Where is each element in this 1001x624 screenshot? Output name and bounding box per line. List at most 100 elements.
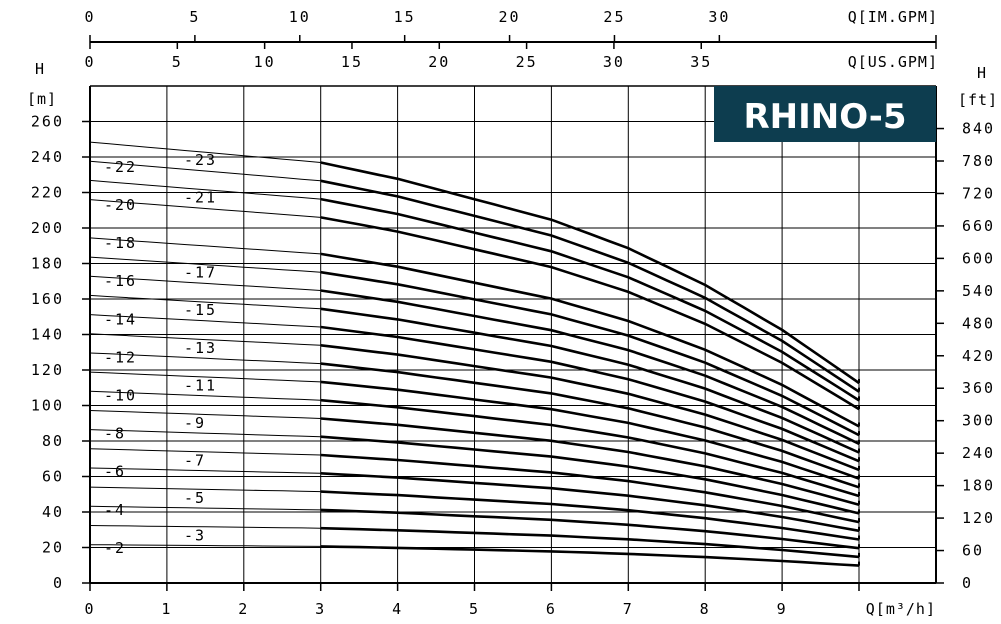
curve-stage-9 [320,417,860,506]
curve-label: -22 [104,158,137,176]
y-tick-label-left: 160 [31,290,64,308]
y-tick-label-left: 80 [42,432,64,450]
curve-label: -3 [184,527,206,545]
im-gpm-tick-label: 10 [289,8,311,26]
y-axis-label-left: H [35,60,45,78]
curve-stage-13 [320,344,860,472]
im-gpm-tick-label: 0 [84,8,95,26]
y-tick-label-left: 240 [31,148,64,166]
axes: 0 1 2 3 4 5 6 7 8 9 Q[m³/h]02040608010012014016018… [27,8,998,618]
curve-label: -6 [104,463,126,481]
curve-thin-stage-18 [89,237,321,255]
y-axis-label-right: H [977,64,987,82]
y-tick-label-left: 260 [31,113,64,131]
us-gpm-tick-label: 20 [428,53,450,71]
curve-stage-6 [320,472,860,533]
curve-label: -16 [104,272,137,290]
y-tick-label-left: 20 [42,539,64,557]
curve-thin-stage-23 [89,141,321,163]
curve-label: -23 [184,151,217,169]
curve-thin-stage-21 [89,179,321,200]
curve-label: -4 [104,501,126,519]
us-gpm-tick-label: 30 [603,53,625,71]
curve-thin-stage-9 [89,410,321,419]
x-axis-label: Q[m³/h] [866,600,936,618]
curve-label: -7 [184,452,206,470]
y-tick-label-left: 40 [42,503,64,521]
im-gpm-tick-label: 20 [499,8,521,26]
us-gpm-tick-label: 0 [84,53,95,71]
y-tick-label-right: 120 [962,509,995,527]
curve-stage-7 [320,453,860,524]
y-tick-label-left: 180 [31,255,64,273]
curve-label: -9 [184,414,206,432]
y-tick-label-right: 420 [962,347,995,365]
curve-thin-stage-6 [89,467,321,474]
curve-thin-stage-7 [89,448,321,456]
us-gpm-tick-label: 5 [172,53,183,71]
curve-stage-20 [320,216,860,411]
curve-label: -15 [184,301,217,319]
curve-label: -17 [184,264,217,282]
model-badge-title: RHINO-5 [743,97,906,137]
curve-thin-stage-14 [89,314,321,328]
curve-stage-21 [320,197,860,402]
y-tick-label-right: 240 [962,444,995,462]
curve-label: -20 [104,196,137,214]
y-tick-label-right: 60 [962,542,984,560]
curve-stage-14 [320,325,860,463]
y-tick-label-right: 300 [962,412,995,430]
x-tick-label: 6 [546,600,557,618]
im-gpm-tick-label: 5 [189,8,200,26]
y-tick-label-left: 200 [31,219,64,237]
x-tick-label: 1 [161,600,172,618]
x-tick-label: 5 [469,600,480,618]
y-tick-label-right: 0 [962,574,973,592]
y-tick-label-right: 720 [962,184,995,202]
us-gpm-tick-label: 10 [254,53,276,71]
y-tick-label-right: 660 [962,217,995,235]
curve-stage-15 [320,307,860,454]
curve-label: -11 [184,376,217,394]
y-tick-label-right: 780 [962,152,995,170]
curve-labels: -2 -3 -4 -5 -6 -7 -8 -9 -10 -11 -12 -13 -14 -15 -16 -17… [104,151,217,557]
curve-label: -5 [184,489,206,507]
curve-stage-16 [320,289,860,445]
x-tick-label: 7 [623,600,634,618]
y-tick-label-left: 120 [31,361,64,379]
us-gpm-tick-label: 25 [516,53,538,71]
curve-stage-11 [320,380,860,489]
us-gpm-tick-label: 15 [341,53,363,71]
model-badge: RHINO-5 [714,86,936,142]
x-tick-label: 9 [777,600,788,618]
us-gpm-axis-label: Q[US.GPM] [848,53,938,71]
curve-label: -2 [104,539,126,557]
y-axis-unit-right: [ft] [958,91,998,109]
im-gpm-axis-label: Q[IM.GPM] [848,8,938,26]
curve-stage-22 [320,179,860,393]
curve-thin-stage-5 [89,486,321,493]
y-tick-label-left: 0 [53,574,64,592]
curve-stage-8 [320,435,860,515]
y-tick-label-right: 600 [962,249,995,267]
curve-stage-12 [320,362,860,480]
curve-thin-stage-10 [89,390,321,401]
x-tick-label: 0 [84,600,95,618]
curve-thin-stage-12 [89,352,321,365]
y-tick-label-right: 180 [962,477,995,495]
x-tick-label: 2 [238,600,249,618]
curve-stage-18 [320,252,860,428]
y-tick-label-right: 480 [962,314,995,332]
curve-label: -14 [104,310,137,328]
model-badge-background [714,86,936,142]
curve-thin-stage-16 [89,275,321,291]
curve-stage-4 [320,508,860,550]
curve-thin-stage-8 [89,429,321,438]
curve-label: -10 [104,386,137,404]
curve-label: -18 [104,234,137,252]
curve-stage-23 [320,161,860,385]
y-tick-label-left: 220 [31,184,64,202]
curve-label: -12 [104,348,137,366]
curve-thin-stage-20 [89,199,321,218]
curve-thin-stage-17 [89,256,321,273]
